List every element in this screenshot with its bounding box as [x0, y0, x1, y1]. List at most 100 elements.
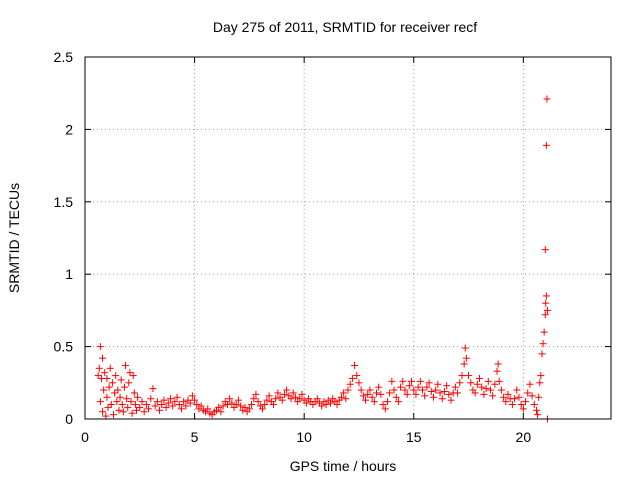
data-point [542, 292, 550, 300]
data-point [362, 396, 370, 404]
data-point [131, 401, 139, 409]
data-point [114, 386, 122, 394]
data-point [434, 380, 442, 388]
data-point [333, 401, 341, 409]
data-point [130, 389, 138, 397]
data-point [142, 401, 150, 409]
data-point [342, 395, 350, 403]
data-point [461, 344, 469, 352]
data-point [186, 399, 194, 407]
data-point [427, 387, 435, 395]
x-tick-label: 20 [516, 429, 532, 445]
data-point [99, 408, 107, 416]
y-tick-label: 2 [65, 121, 73, 137]
data-point [115, 406, 123, 414]
data-point [432, 386, 440, 394]
data-point [133, 406, 141, 414]
data-point [289, 389, 297, 397]
data-point [101, 369, 109, 377]
data-point [462, 354, 470, 362]
data-point [517, 401, 525, 409]
data-point [543, 95, 551, 103]
data-point [511, 395, 519, 403]
data-point [451, 383, 459, 391]
data-point [405, 382, 413, 390]
data-point [397, 383, 405, 391]
y-tick-label: 0.5 [54, 339, 74, 355]
data-point [283, 386, 291, 394]
data-point [366, 386, 374, 394]
plot-frame [84, 56, 612, 420]
data-point [160, 396, 168, 404]
data-point [322, 401, 330, 409]
data-point [95, 364, 103, 372]
data-point [188, 392, 196, 400]
data-point [429, 393, 437, 401]
data-point [182, 402, 190, 410]
y-tick-label: 0 [65, 411, 73, 427]
data-point [357, 386, 365, 394]
chart-title: Day 275 of 2011, SRMTID for receiver rec… [213, 19, 477, 35]
data-point [502, 398, 510, 406]
data-point [454, 389, 462, 397]
data-point [226, 395, 234, 403]
data-point [219, 402, 227, 410]
data-point [351, 361, 359, 369]
data-point [473, 380, 481, 388]
x-axis-label: GPS time / hours [290, 458, 397, 474]
data-point [364, 390, 372, 398]
data-point [508, 401, 516, 409]
data-point [471, 389, 479, 397]
data-point [103, 393, 111, 401]
data-point [120, 383, 128, 391]
data-point [326, 399, 334, 407]
data-point [515, 393, 523, 401]
data-point [228, 399, 236, 407]
data-point [493, 367, 501, 375]
data-point [296, 395, 304, 403]
data-point [96, 343, 104, 351]
data-point [193, 401, 201, 409]
data-point [408, 377, 416, 385]
data-point [528, 392, 536, 400]
data-point [436, 389, 444, 397]
data-point [460, 360, 468, 368]
data-point [381, 405, 389, 413]
data-point [370, 398, 378, 406]
data-point [497, 386, 505, 394]
data-point [539, 340, 547, 348]
data-point [223, 401, 231, 409]
data-point [250, 395, 258, 403]
data-point [191, 396, 199, 404]
scatter-points [94, 95, 551, 423]
data-point [263, 396, 271, 404]
data-point [482, 385, 490, 393]
data-point [543, 306, 551, 314]
data-point [278, 396, 286, 404]
data-point [180, 398, 188, 406]
data-point [104, 403, 112, 411]
data-point [108, 379, 116, 387]
y-tick-label: 1.5 [54, 194, 74, 210]
data-point [287, 395, 295, 403]
data-point [465, 372, 473, 380]
data-point [401, 386, 409, 394]
data-point [126, 369, 134, 377]
data-point [122, 361, 130, 369]
data-point [147, 395, 155, 403]
data-point [480, 390, 488, 398]
data-point [313, 395, 321, 403]
data-point [476, 374, 483, 382]
data-point [447, 396, 455, 404]
data-point [416, 377, 424, 385]
data-point [102, 412, 110, 420]
data-point [169, 402, 177, 410]
data-point [368, 393, 376, 401]
data-point [158, 401, 166, 409]
data-point [456, 379, 464, 387]
data-point [237, 402, 245, 410]
data-point [234, 396, 242, 404]
data-point [542, 141, 550, 149]
data-point [410, 386, 418, 394]
